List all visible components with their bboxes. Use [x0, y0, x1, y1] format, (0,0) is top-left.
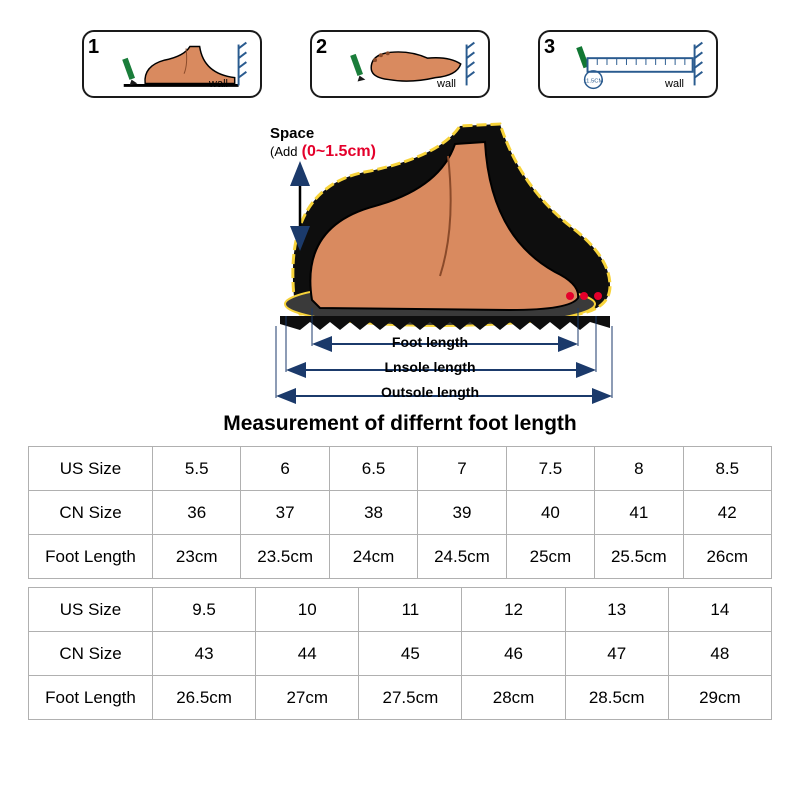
cell: 38: [329, 491, 417, 535]
cell: 43: [153, 632, 256, 676]
caption: Measurement of differnt foot length: [223, 412, 577, 436]
cell: 27.5cm: [359, 676, 462, 720]
cell: 10: [256, 588, 359, 632]
cell: 11: [359, 588, 462, 632]
cell: 5.5: [153, 447, 241, 491]
cell: 28cm: [462, 676, 565, 720]
cell: 45: [359, 632, 462, 676]
step-3-wall-label: wall: [665, 78, 684, 90]
step-2-illustration: [342, 32, 488, 96]
cell: 13: [565, 588, 668, 632]
space-label: Space (Add (0~1.5cm): [270, 126, 376, 160]
cell: 6: [241, 447, 329, 491]
step-1-box: 1 wall: [82, 30, 262, 98]
table-row: US Size 9.5 10 11 12 13 14: [29, 588, 772, 632]
insole-length-label: Lnsole length: [330, 359, 530, 375]
row-label: US Size: [29, 588, 153, 632]
cell: 25.5cm: [595, 535, 683, 579]
cell: 26.5cm: [153, 676, 256, 720]
cell: 39: [418, 491, 506, 535]
table-row: US Size 5.5 6 6.5 7 7.5 8 8.5: [29, 447, 772, 491]
size-table-2: US Size 9.5 10 11 12 13 14 CN Size 43 44…: [28, 587, 772, 720]
cell: 23cm: [153, 535, 241, 579]
cell: 7: [418, 447, 506, 491]
cell: 9.5: [153, 588, 256, 632]
foot-length-label: Foot length: [330, 334, 530, 350]
cell: 24.5cm: [418, 535, 506, 579]
table-row: CN Size 36 37 38 39 40 41 42: [29, 491, 772, 535]
cell: 28.5cm: [565, 676, 668, 720]
step-3-box: 3: [538, 30, 718, 98]
measurement-steps: 1 wall 2: [82, 30, 718, 98]
cell: 24cm: [329, 535, 417, 579]
row-label: US Size: [29, 447, 153, 491]
space-title: Space: [270, 125, 314, 142]
cell: 46: [462, 632, 565, 676]
table-row: Foot Length 23cm 23.5cm 24cm 24.5cm 25cm…: [29, 535, 772, 579]
size-table-1: US Size 5.5 6 6.5 7 7.5 8 8.5 CN Size 36…: [28, 446, 772, 579]
cell: 8: [595, 447, 683, 491]
step-2-wall-label: wall: [437, 78, 456, 90]
cell: 26cm: [683, 535, 771, 579]
cell: 12: [462, 588, 565, 632]
cell: 41: [595, 491, 683, 535]
cell: 44: [256, 632, 359, 676]
step-3-measure: 11.5CM: [583, 78, 603, 84]
cell: 47: [565, 632, 668, 676]
cell: 48: [668, 632, 771, 676]
cell: 37: [241, 491, 329, 535]
row-label: CN Size: [29, 632, 153, 676]
cell: 42: [683, 491, 771, 535]
cell: 36: [153, 491, 241, 535]
table-row: CN Size 43 44 45 46 47 48: [29, 632, 772, 676]
table-row: Foot Length 26.5cm 27cm 27.5cm 28cm 28.5…: [29, 676, 772, 720]
cell: 23.5cm: [241, 535, 329, 579]
row-label: CN Size: [29, 491, 153, 535]
step-1-number: 1: [88, 36, 99, 59]
row-label: Foot Length: [29, 535, 153, 579]
step-1-illustration: [114, 32, 260, 96]
outsole-length-label: Outsole length: [330, 384, 530, 400]
cell: 7.5: [506, 447, 594, 491]
shoe-diagram: Space (Add (0~1.5cm): [140, 116, 660, 406]
row-label: Foot Length: [29, 676, 153, 720]
cell: 27cm: [256, 676, 359, 720]
step-1-wall-label: wall: [209, 78, 228, 90]
cell: 6.5: [329, 447, 417, 491]
space-add-value: (0~1.5cm): [302, 143, 376, 160]
step-2-box: 2 wall: [310, 30, 490, 98]
step-3-illustration: 11.5CM: [570, 32, 716, 96]
space-add-prefix: (Add: [270, 144, 297, 159]
step-3-number: 3: [544, 36, 555, 59]
cell: 14: [668, 588, 771, 632]
cell: 40: [506, 491, 594, 535]
cell: 8.5: [683, 447, 771, 491]
cell: 29cm: [668, 676, 771, 720]
cell: 25cm: [506, 535, 594, 579]
step-2-number: 2: [316, 36, 327, 59]
